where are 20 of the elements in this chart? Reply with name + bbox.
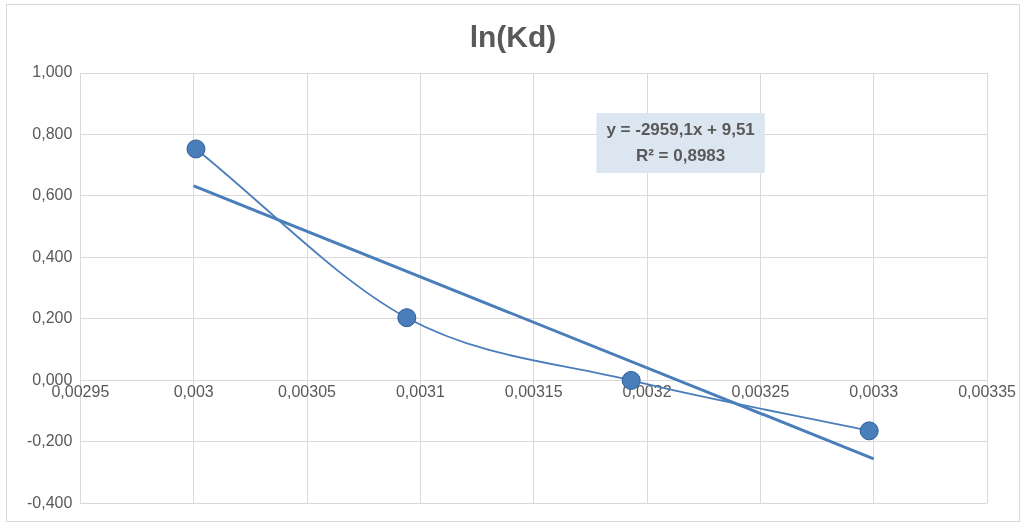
y-tick-label: 0,000 — [32, 370, 73, 388]
y-tick-label: 0,600 — [32, 186, 73, 204]
x-tick-label: 0,0031 — [395, 383, 445, 401]
y-tick-label: 1,000 — [32, 63, 73, 81]
y-tick-label: -0,400 — [26, 493, 73, 511]
annotation: y = -2959,1x + 9,51 R² = 0,8983 — [606, 119, 755, 165]
y-tick-label: 0,200 — [32, 309, 73, 327]
y-tick-label: -0,200 — [26, 432, 73, 450]
point — [186, 139, 206, 159]
x-tick-label: 0,00335 — [958, 383, 1017, 401]
x-tick-label: 0,0033 — [849, 383, 899, 401]
x-tick-label: 0,00325 — [731, 383, 790, 401]
x-tick-label: 0,003 — [173, 383, 214, 401]
point — [859, 421, 879, 441]
chart-title: ln(Kd) — [469, 20, 557, 54]
y-tick-label: 0,800 — [32, 124, 73, 142]
x-tick-label: 0,00315 — [504, 383, 563, 401]
y-tick-label: 0,400 — [32, 247, 73, 265]
point — [397, 308, 417, 328]
x-tick-label: 0,00305 — [278, 383, 337, 401]
